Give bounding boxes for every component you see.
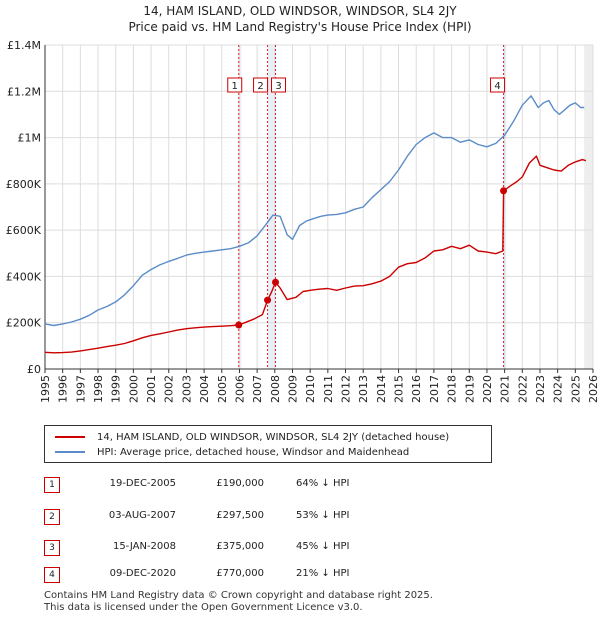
transaction-label-box	[227, 77, 243, 93]
transaction-label-box	[490, 77, 506, 93]
x-tick-label: 1999	[110, 375, 123, 403]
legend-property-swatch	[55, 436, 85, 438]
x-tick-label: 2022	[516, 375, 529, 403]
transaction-hpi-diff: 45% ↓ HPI	[296, 541, 350, 552]
transaction-row: 1 19-DEC-2005 £190,000 64% ↓ HPI	[44, 477, 564, 493]
transaction-shade	[267, 45, 276, 369]
x-tick-label: 2021	[499, 375, 512, 403]
y-tick-label: £1.4M	[7, 39, 41, 52]
x-tick-label: 2013	[357, 375, 370, 403]
legend: 14, HAM ISLAND, OLD WINDSOR, WINDSOR, SL…	[44, 425, 492, 463]
transaction-label-box	[271, 77, 287, 93]
transaction-number: 3	[44, 540, 60, 556]
transaction-label-number: 3	[275, 81, 281, 92]
x-tick-label: 2019	[463, 375, 476, 403]
transaction-row: 2 03-AUG-2007 £297,500 53% ↓ HPI	[44, 509, 564, 525]
transaction-date: 03-AUG-2007	[108, 510, 176, 521]
transaction-price: £375,000	[216, 541, 264, 552]
y-tick-label: £200K	[6, 317, 42, 330]
transaction-date: 09-DEC-2020	[109, 568, 176, 579]
transaction-marker	[235, 321, 243, 329]
x-tick-label: 2001	[145, 375, 158, 403]
transaction-hpi-diff: 53% ↓ HPI	[296, 510, 350, 521]
transaction-number: 1	[44, 477, 60, 493]
y-tick-label: £1.2M	[7, 85, 41, 98]
transaction-price: £190,000	[216, 478, 264, 489]
x-tick-label: 2012	[340, 375, 353, 403]
transaction-marker	[264, 296, 272, 304]
y-tick-label: £600K	[6, 224, 42, 237]
x-tick-label: 2018	[446, 375, 459, 403]
transaction-label-box	[253, 77, 269, 93]
chart-subtitle: Price paid vs. HM Land Registry's House …	[128, 20, 472, 34]
x-tick-label: 2011	[322, 375, 335, 403]
transaction-date: 15-JAN-2008	[112, 541, 176, 552]
x-tick-label: 2006	[233, 375, 246, 403]
footer-copyright: Contains HM Land Registry data © Crown c…	[44, 590, 433, 601]
x-tick-label: 2009	[286, 375, 299, 403]
x-tick-label: 2000	[127, 375, 140, 403]
hpi-series-line	[44, 95, 585, 327]
transaction-hpi-diff: 64% ↓ HPI	[296, 478, 350, 489]
legend-hpi-swatch	[55, 451, 85, 453]
legend-hpi-label: HPI: Average price, detached house, Wind…	[97, 446, 410, 458]
transaction-row: 3 15-JAN-2008 £375,000 45% ↓ HPI	[44, 540, 564, 556]
footer-licence: This data is licensed under the Open Gov…	[44, 602, 363, 613]
x-tick-label: 2005	[216, 375, 229, 403]
x-tick-label: 2017	[428, 375, 441, 403]
y-tick-label: £0	[27, 363, 41, 376]
forecast-region	[584, 45, 593, 369]
y-tick-label: £400K	[6, 270, 42, 283]
transaction-number: 2	[44, 509, 60, 525]
transaction-label-number: 1	[232, 81, 238, 92]
legend-property-label: 14, HAM ISLAND, OLD WINDSOR, WINDSOR, SL…	[97, 431, 450, 443]
x-tick-label: 2024	[552, 375, 565, 403]
x-tick-label: 2015	[393, 375, 406, 403]
x-tick-label: 2008	[269, 375, 282, 403]
price-chart: £0 £200K £400K £600K £800K £1M £1.2M £1.4M 1995 1…	[6, 39, 600, 403]
transaction-marker	[272, 278, 280, 286]
x-tick-label: 2007	[251, 375, 264, 403]
transaction-price: £770,000	[216, 568, 264, 579]
x-tick-label: 2014	[375, 375, 388, 403]
property-series-line	[44, 155, 587, 354]
x-tick-label: 2023	[534, 375, 547, 403]
x-tick-label: 1997	[74, 375, 87, 403]
y-tick-label: £800K	[6, 178, 42, 191]
transaction-shade	[238, 45, 242, 369]
x-tick-label: 1996	[57, 375, 70, 403]
x-tick-label: 1998	[92, 375, 105, 403]
chart-title: 14, HAM ISLAND, OLD WINDSOR, WINDSOR, SL…	[143, 4, 457, 18]
x-tick-label: 1995	[39, 375, 52, 403]
x-tick-label: 2002	[163, 375, 176, 403]
x-tick-label: 2020	[481, 375, 494, 403]
transaction-label-number: 4	[494, 81, 500, 92]
x-tick-label: 2026	[587, 375, 600, 403]
x-tick-label: 2004	[198, 375, 211, 403]
transaction-number: 4	[44, 567, 60, 583]
x-tick-label: 2010	[304, 375, 317, 403]
transaction-price: £297,500	[216, 510, 264, 521]
transaction-row: 4 09-DEC-2020 £770,000 21% ↓ HPI	[44, 567, 564, 583]
x-tick-label: 2016	[410, 375, 423, 403]
x-tick-label: 2003	[180, 375, 193, 403]
transaction-hpi-diff: 21% ↓ HPI	[296, 568, 350, 579]
transaction-label-number: 2	[257, 81, 263, 92]
x-tick-label: 2025	[569, 375, 582, 403]
transaction-date: 19-DEC-2005	[109, 478, 176, 489]
transaction-marker	[500, 187, 508, 195]
legend-item-property: 14, HAM ISLAND, OLD WINDSOR, WINDSOR, SL…	[55, 430, 449, 444]
y-tick-label: £1M	[18, 132, 42, 145]
legend-item-hpi: HPI: Average price, detached house, Wind…	[55, 445, 409, 459]
